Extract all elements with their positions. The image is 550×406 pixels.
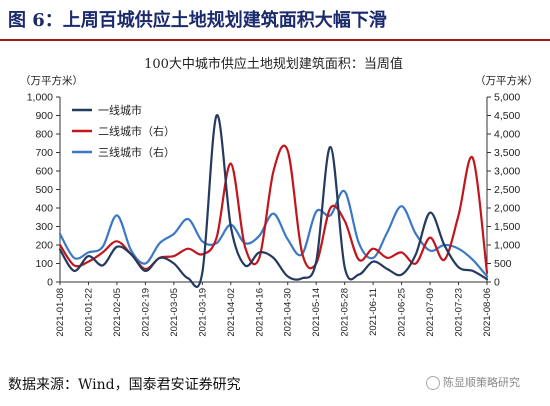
legend-label: 二线城市（右） (98, 124, 175, 138)
x-tick-label: 2021-04-02 (226, 288, 237, 337)
figure-header: 图 6：上周百城供应土地规划建筑面积大幅下滑 (0, 0, 550, 41)
x-tick-label: 2021-03-19 (197, 288, 208, 337)
left-tick-label: 300 (35, 221, 53, 233)
right-tick-label: 4,500 (494, 110, 520, 122)
series-line-tier2 (58, 144, 489, 274)
watermark: 陈显顺策略研究 (426, 374, 520, 390)
legend-label: 三线城市（右） (98, 145, 175, 159)
x-tick-label: 2021-05-14 (311, 288, 322, 337)
x-tick-label: 2021-01-22 (83, 288, 94, 337)
x-tick-label: 2021-07-09 (425, 288, 436, 337)
legend-label: 一线城市 (98, 103, 142, 117)
right-tick-label: 4,000 (494, 129, 520, 141)
x-tick-label: 2021-05-28 (340, 288, 351, 337)
x-tick-label: 2021-07-23 (454, 288, 465, 337)
left-tick-label: 1,000 (27, 92, 53, 104)
x-tick-label: 2021-02-05 (112, 288, 123, 337)
left-tick-label: 400 (35, 203, 53, 215)
right-tick-label: 2,000 (494, 203, 520, 215)
left-tick-label: 800 (35, 129, 53, 141)
x-tick-label: 2021-06-11 (368, 288, 379, 336)
x-tick-label: 2021-08-06 (482, 288, 493, 337)
left-tick-label: 100 (35, 258, 53, 270)
x-tick-label: 2021-02-19 (140, 288, 151, 337)
left-tick-label: 0 (47, 277, 53, 289)
wechat-icon (426, 376, 440, 390)
right-tick-label: 500 (494, 258, 512, 270)
x-tick-label: 2021-06-25 (397, 288, 408, 337)
left-tick-label: 500 (35, 184, 53, 196)
figure-title: 图 6：上周百城供应土地规划建筑面积大幅下滑 (8, 10, 387, 31)
right-tick-label: 3,000 (494, 166, 520, 178)
left-tick-label: 200 (35, 240, 53, 252)
right-tick-label: 5,000 (494, 92, 520, 104)
left-tick-label: 600 (35, 166, 53, 178)
right-tick-label: 0 (494, 277, 500, 289)
right-tick-label: 1,500 (494, 221, 520, 233)
right-tick-label: 3,500 (494, 147, 520, 159)
right-tick-label: 2,500 (494, 184, 520, 196)
source-note: 数据来源：Wind，国泰君安证券研究 (8, 377, 241, 393)
right-tick-label: 1,000 (494, 240, 520, 252)
watermark-text: 陈显顺策略研究 (443, 376, 520, 389)
x-tick-label: 2021-04-30 (283, 288, 294, 337)
series-line-tier1 (58, 114, 489, 288)
x-tick-label: 2021-01-08 (55, 288, 66, 337)
chart-title: 100大中城市供应土地规划建筑面积：当周值 (144, 56, 403, 72)
left-axis-unit: （万平方米） (20, 74, 83, 87)
series-line-tier3 (58, 189, 489, 278)
right-axis-unit: （万平方米） (475, 74, 538, 87)
title-rule (0, 39, 550, 41)
x-tick-label: 2021-03-05 (169, 288, 180, 337)
left-tick-label: 900 (35, 110, 53, 122)
x-tick-label: 2021-04-16 (254, 288, 265, 337)
left-tick-label: 700 (35, 147, 53, 159)
